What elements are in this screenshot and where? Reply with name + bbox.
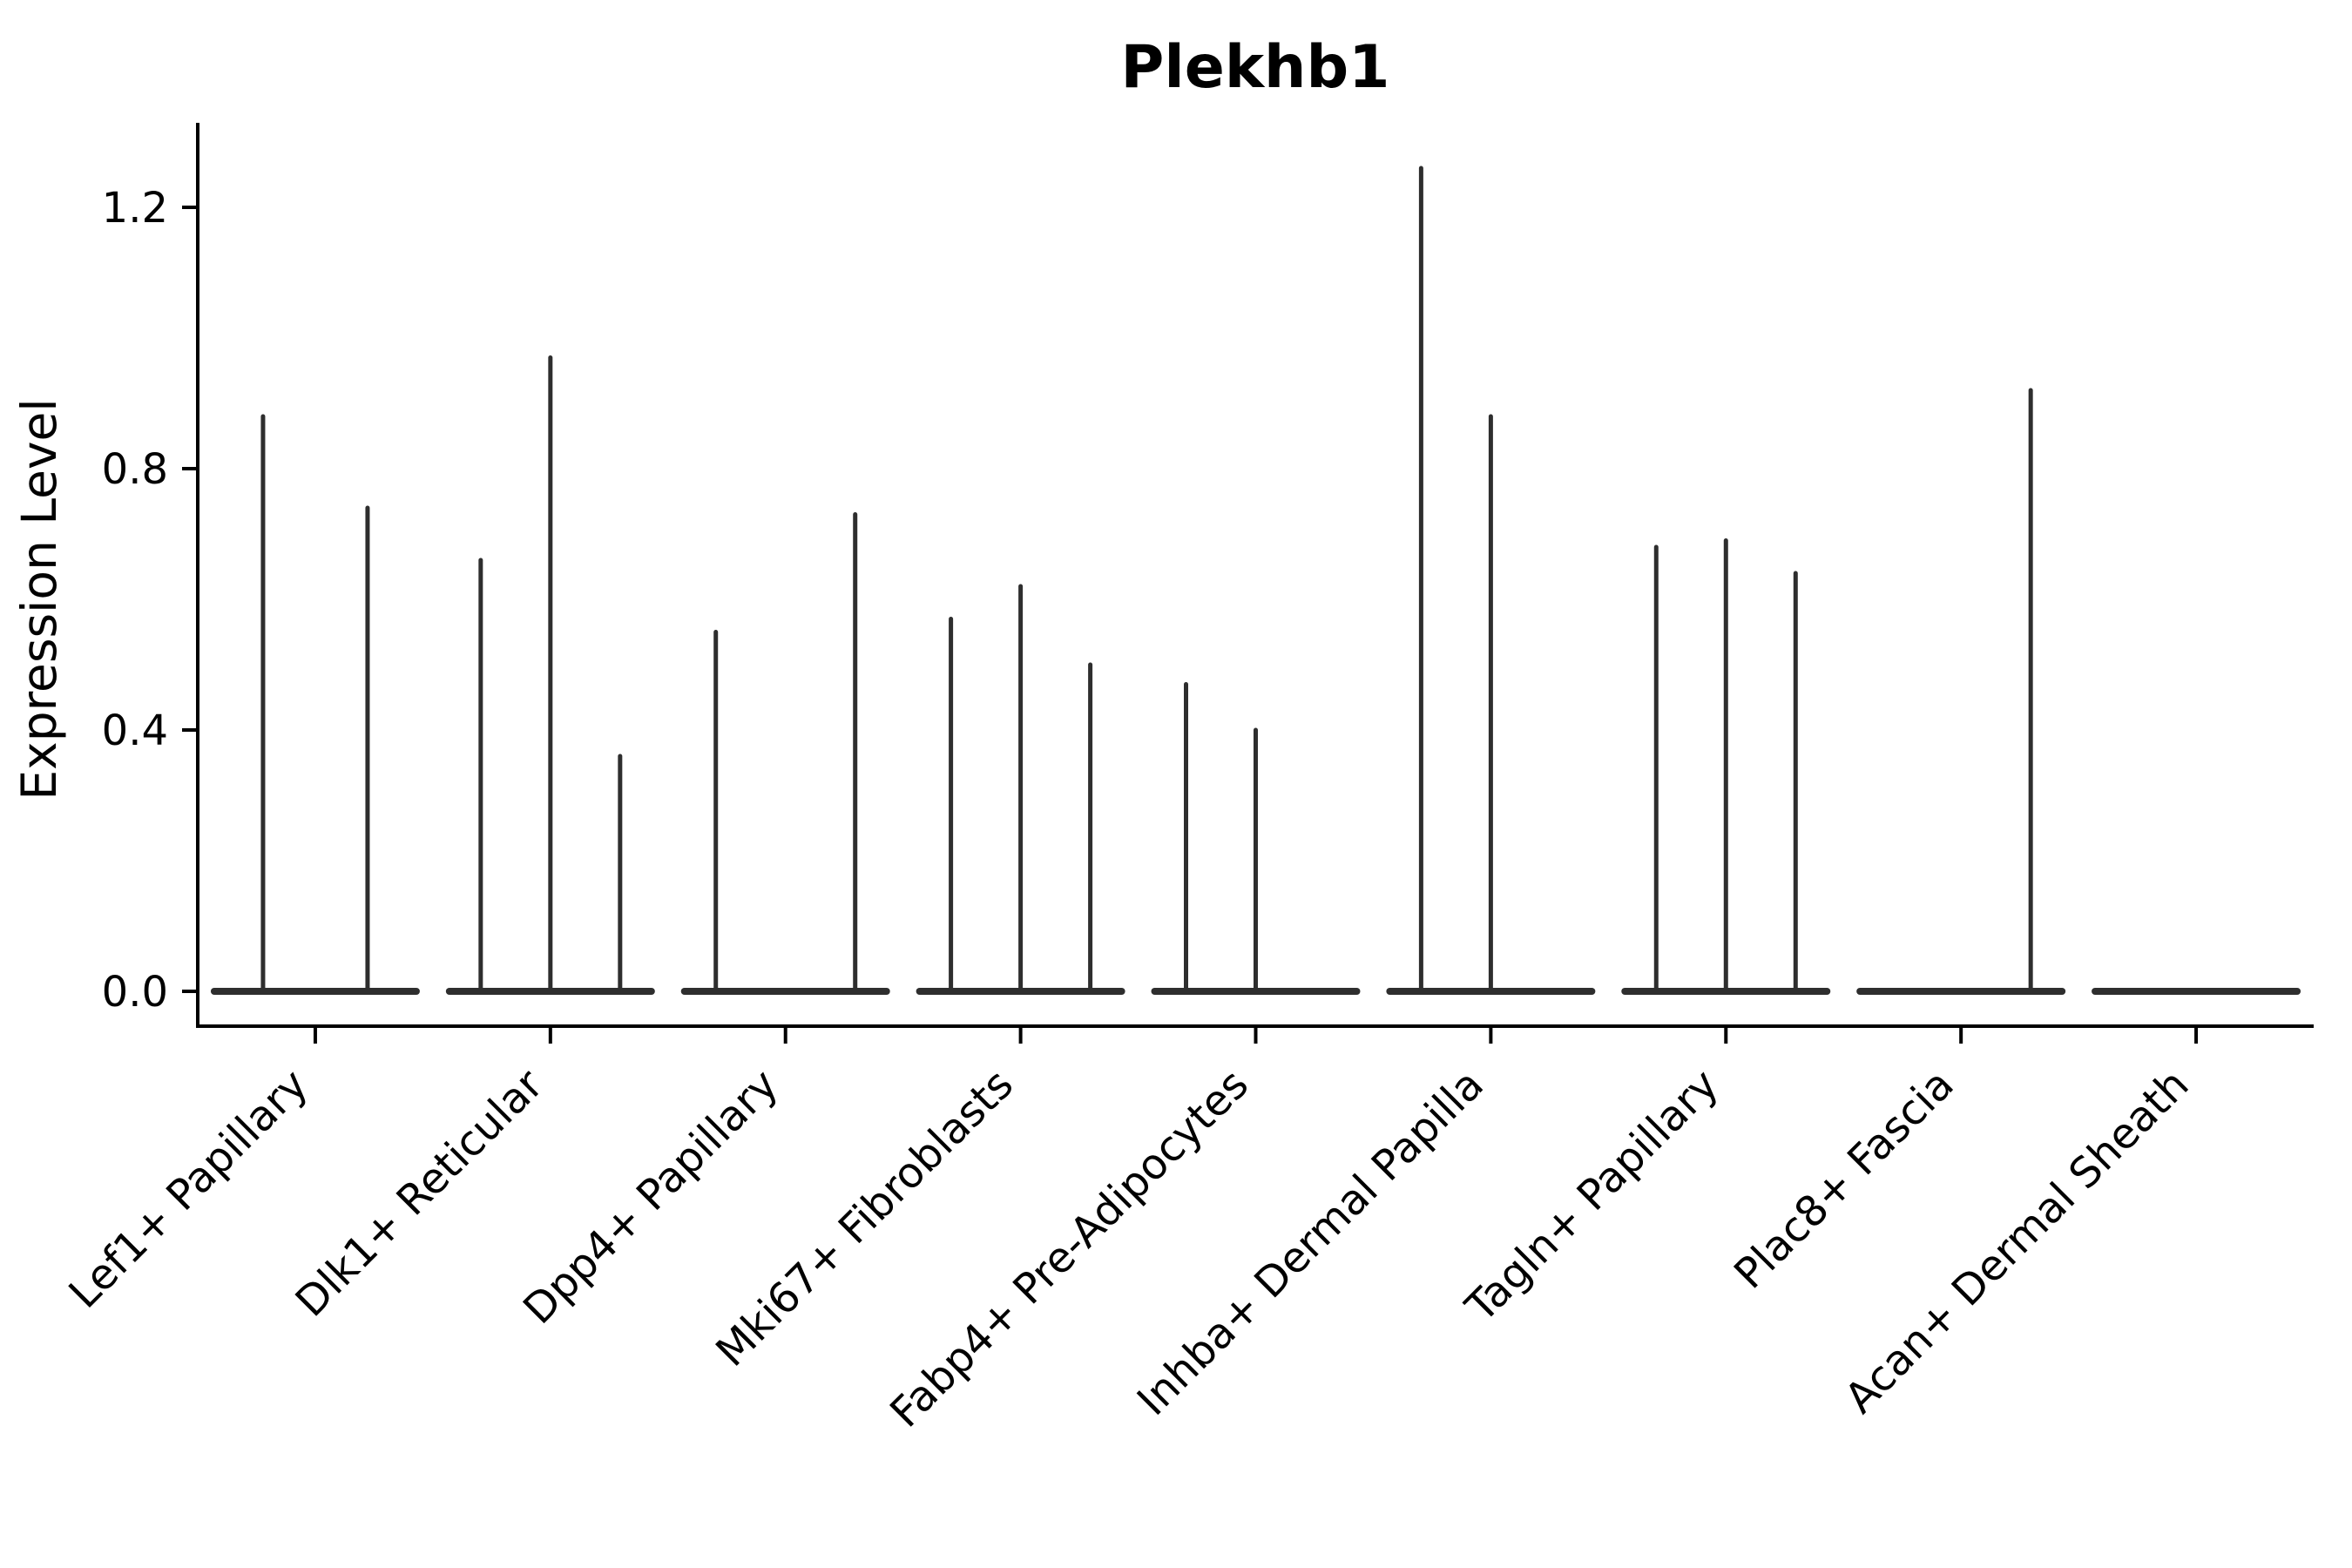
y-tick-label: 1.2 <box>102 184 168 233</box>
violin-base-band <box>2092 988 2301 995</box>
x-category-label: Tagln+ Papillary <box>1456 1060 1727 1332</box>
y-tick-label: 0.8 <box>102 445 168 494</box>
x-category-label: Plac8+ Fascia <box>1725 1060 1963 1299</box>
y-axis-label: Expression Level <box>11 398 67 800</box>
y-tick-label: 0.0 <box>102 968 168 1017</box>
x-category-label: Dlk1+ Reticular <box>287 1060 553 1327</box>
violin-base-band <box>210 988 420 995</box>
violin-base-band <box>1856 988 2066 995</box>
violin-base-band <box>680 988 890 995</box>
plot-title: Plekhb1 <box>1121 33 1390 102</box>
x-category-label: Lef1+ Papillary <box>59 1060 317 1318</box>
x-category-label: Dpp4+ Papillary <box>514 1060 787 1334</box>
y-tick-label: 0.4 <box>102 706 168 755</box>
